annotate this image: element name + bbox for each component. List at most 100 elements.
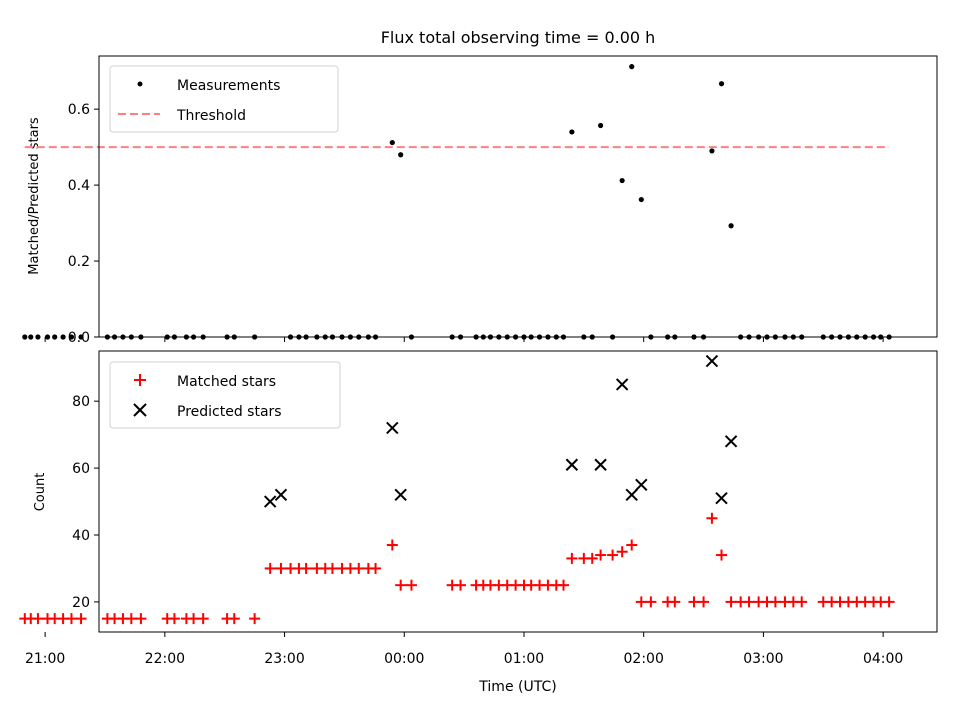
measurement-point	[598, 122, 604, 129]
legend-matched-marker	[134, 374, 146, 386]
predicted-star-point	[615, 378, 629, 391]
predicted-star-point	[386, 421, 399, 435]
bottom-xtick-label: 02:00	[624, 651, 664, 667]
chart-title: Flux total observing time = 0.00 h	[381, 28, 656, 47]
matched-star-point	[188, 613, 200, 625]
bottom-xtick-label: 23:00	[264, 651, 304, 667]
measurement-point	[44, 334, 51, 340]
measurement-point	[389, 139, 395, 146]
matched-star-point	[395, 579, 407, 591]
matched-star-point	[645, 596, 657, 608]
predicted-star-point	[715, 491, 728, 505]
matched-star-point	[669, 596, 681, 608]
predicted-star-point	[625, 488, 638, 502]
bottom-ytick-label: 40	[72, 528, 90, 544]
matched-star-point	[249, 613, 261, 625]
measurement-point	[718, 81, 725, 87]
measurement-point	[35, 334, 41, 340]
measurement-point	[60, 334, 66, 340]
legend-predicted-marker	[133, 403, 147, 417]
measurement-point	[68, 334, 75, 340]
predicted-star-point	[274, 488, 288, 502]
matched-star-point	[65, 613, 77, 625]
matched-star-point	[769, 596, 781, 608]
matched-star-point	[386, 539, 398, 551]
matched-star-point	[725, 596, 737, 608]
top-ytick-label: 0.6	[68, 102, 90, 118]
predicted-star-point	[724, 435, 738, 448]
bottom-ylabel: Count	[33, 473, 48, 512]
matched-star-point	[586, 552, 598, 564]
matched-star-point	[125, 613, 137, 625]
bottom-xtick-label: 03:00	[743, 651, 783, 667]
predicted-star-point	[565, 458, 579, 471]
matched-star-point	[32, 613, 44, 625]
matched-star-point	[566, 552, 578, 564]
legend-predicted-label: Predicted stars	[177, 404, 282, 420]
bottom-xtick-label: 21:00	[25, 651, 65, 667]
bottom-ytick-label: 20	[72, 595, 90, 611]
measurement-point	[22, 334, 28, 340]
top-legend-box	[109, 65, 339, 133]
matched-star-point	[607, 549, 619, 561]
matched-star-point	[716, 549, 728, 561]
bottom-xtick-label: 04:00	[863, 651, 903, 667]
measurement-point	[709, 148, 715, 154]
matched-star-point	[326, 562, 338, 574]
matched-star-point	[706, 512, 718, 524]
top-legend: Measurements Threshold	[109, 65, 339, 133]
matched-star-point	[370, 562, 382, 574]
matched-star-point	[275, 562, 287, 574]
matched-star-point	[635, 596, 647, 608]
top-ytick-label: 0.4	[68, 178, 90, 194]
predicted-star-point	[594, 458, 607, 471]
top-axes-frame	[98, 55, 938, 338]
matched-star-point	[595, 549, 607, 561]
matched-star-point	[743, 596, 755, 608]
matched-star-point	[168, 613, 180, 625]
measurement-point	[398, 152, 404, 158]
matched-star-point	[300, 562, 312, 574]
legend-measurements-label: Measurements	[177, 78, 280, 94]
predicted-star-point	[635, 478, 648, 492]
matched-star-point	[616, 546, 628, 558]
bottom-xtick-label: 00:00	[384, 651, 424, 667]
measurement-point	[728, 223, 734, 229]
bottom-legend-box	[109, 361, 341, 429]
bottom-ytick-label: 60	[72, 461, 90, 477]
matched-star-point	[796, 596, 808, 608]
matched-star-point	[353, 562, 365, 574]
measurement-point	[638, 196, 644, 203]
legend-matched-label: Matched stars	[177, 374, 276, 390]
matched-star-point	[228, 613, 240, 625]
bottom-xtick-label: 01:00	[504, 651, 544, 667]
measurement-point	[619, 177, 625, 184]
predicted-star-point	[394, 488, 407, 502]
top-ylabel: Matched/Predicted stars	[27, 117, 42, 275]
bottom-axes-frame	[98, 350, 938, 633]
bottom-legend: Matched stars Predicted stars	[109, 361, 341, 429]
measurement-point	[629, 64, 635, 70]
matched-star-point	[197, 613, 209, 625]
legend-threshold-label: Threshold	[176, 108, 246, 124]
matched-star-point	[557, 579, 569, 591]
bottom-ytick-label: 80	[72, 394, 90, 410]
matched-star-point	[883, 596, 895, 608]
bottom-plot-area	[19, 354, 895, 625]
top-ytick-label: 0.0	[68, 330, 90, 346]
matched-star-point	[75, 613, 87, 625]
matched-star-point	[688, 596, 700, 608]
matched-star-point	[455, 579, 467, 591]
matched-star-point	[135, 613, 147, 625]
bottom-xtick-label: 22:00	[145, 651, 185, 667]
measurement-point	[52, 334, 58, 340]
measurement-point	[78, 334, 84, 340]
matched-star-point	[264, 562, 276, 574]
measurement-point	[28, 334, 34, 340]
matched-star-point	[626, 539, 638, 551]
bottom-xlabel: Time (UTC)	[478, 679, 556, 695]
measurement-point	[569, 129, 575, 135]
predicted-star-point	[705, 354, 719, 368]
matched-star-point	[698, 596, 710, 608]
